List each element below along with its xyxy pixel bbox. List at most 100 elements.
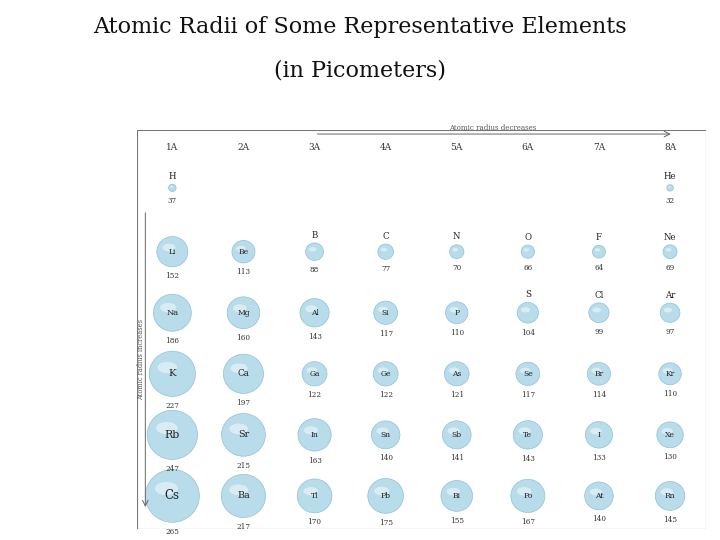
Ellipse shape xyxy=(160,303,176,312)
Ellipse shape xyxy=(595,248,600,252)
Text: 152: 152 xyxy=(166,272,179,280)
Ellipse shape xyxy=(236,246,246,251)
Ellipse shape xyxy=(585,482,613,510)
Ellipse shape xyxy=(381,248,387,252)
Text: K: K xyxy=(168,369,176,379)
Ellipse shape xyxy=(655,482,685,510)
Ellipse shape xyxy=(157,237,188,267)
Text: At: At xyxy=(595,492,603,500)
Text: Atomic radius increases: Atomic radius increases xyxy=(137,320,145,401)
Text: 4A: 4A xyxy=(379,143,392,152)
Text: Sb: Sb xyxy=(451,431,462,439)
Ellipse shape xyxy=(374,487,390,495)
Text: 2A: 2A xyxy=(238,143,250,152)
Ellipse shape xyxy=(665,248,672,252)
Ellipse shape xyxy=(307,367,317,374)
Text: 160: 160 xyxy=(236,334,251,342)
Text: Ca: Ca xyxy=(238,369,249,379)
Text: Sr: Sr xyxy=(238,430,249,440)
Ellipse shape xyxy=(667,185,673,191)
Ellipse shape xyxy=(520,368,531,374)
Ellipse shape xyxy=(153,294,192,331)
Ellipse shape xyxy=(168,184,176,192)
Ellipse shape xyxy=(585,422,613,448)
Text: N: N xyxy=(453,232,461,241)
Ellipse shape xyxy=(441,481,472,511)
Ellipse shape xyxy=(521,307,530,313)
Text: 8A: 8A xyxy=(664,143,676,152)
Text: 69: 69 xyxy=(665,264,675,272)
Text: Cs: Cs xyxy=(165,489,180,502)
Ellipse shape xyxy=(589,303,609,322)
Ellipse shape xyxy=(447,428,459,434)
Text: 122: 122 xyxy=(307,392,322,400)
Text: I: I xyxy=(598,431,600,439)
Text: Bi: Bi xyxy=(453,492,461,500)
Ellipse shape xyxy=(227,297,260,329)
Ellipse shape xyxy=(523,248,529,252)
Text: 117: 117 xyxy=(379,330,392,338)
Text: 77: 77 xyxy=(381,265,390,273)
Ellipse shape xyxy=(664,308,672,313)
Text: S: S xyxy=(525,290,531,299)
Ellipse shape xyxy=(521,245,534,258)
Ellipse shape xyxy=(449,367,459,374)
Ellipse shape xyxy=(297,479,332,513)
Text: Ge: Ge xyxy=(380,370,391,378)
Text: 141: 141 xyxy=(450,455,464,462)
Text: Ar: Ar xyxy=(665,291,675,300)
Text: 113: 113 xyxy=(236,268,251,276)
Text: 163: 163 xyxy=(307,457,322,464)
Ellipse shape xyxy=(304,426,318,434)
Text: Mg: Mg xyxy=(237,309,250,317)
Ellipse shape xyxy=(442,421,471,449)
Text: Na: Na xyxy=(166,309,179,317)
Text: Ga: Ga xyxy=(310,370,320,378)
Text: H: H xyxy=(168,172,176,181)
Ellipse shape xyxy=(513,421,542,449)
Ellipse shape xyxy=(230,363,248,373)
Ellipse shape xyxy=(221,474,266,517)
Ellipse shape xyxy=(659,363,681,384)
Text: 247: 247 xyxy=(166,465,179,473)
Ellipse shape xyxy=(223,354,264,394)
Text: Be: Be xyxy=(238,248,248,256)
Text: Atomic radius decreases: Atomic radius decreases xyxy=(449,124,536,132)
Ellipse shape xyxy=(517,487,531,495)
Ellipse shape xyxy=(446,302,468,323)
Text: Se: Se xyxy=(523,370,533,378)
Ellipse shape xyxy=(588,362,611,385)
Text: 145: 145 xyxy=(663,516,677,524)
Ellipse shape xyxy=(147,410,197,460)
Text: In: In xyxy=(310,431,318,439)
Ellipse shape xyxy=(156,422,178,434)
Text: Ne: Ne xyxy=(664,233,676,241)
Ellipse shape xyxy=(233,305,247,312)
Text: Pb: Pb xyxy=(381,492,391,500)
Text: 133: 133 xyxy=(592,454,606,462)
Ellipse shape xyxy=(229,423,248,434)
Text: 122: 122 xyxy=(379,392,392,400)
Text: Kr: Kr xyxy=(665,370,675,378)
Text: 1A: 1A xyxy=(166,143,179,152)
Text: Atomic Radii of Some Representative Elements: Atomic Radii of Some Representative Elem… xyxy=(93,16,627,38)
Text: Xe: Xe xyxy=(665,431,675,439)
Ellipse shape xyxy=(170,186,173,188)
Ellipse shape xyxy=(660,488,673,496)
Text: 155: 155 xyxy=(450,517,464,525)
Ellipse shape xyxy=(593,245,606,258)
Text: 170: 170 xyxy=(307,518,322,526)
Text: 99: 99 xyxy=(594,328,603,336)
Ellipse shape xyxy=(305,305,318,312)
Text: 167: 167 xyxy=(521,518,535,526)
Text: 97: 97 xyxy=(665,328,675,336)
Ellipse shape xyxy=(303,487,318,495)
Text: 186: 186 xyxy=(166,337,179,345)
Text: Si: Si xyxy=(382,309,390,317)
Text: Rn: Rn xyxy=(665,492,675,500)
Ellipse shape xyxy=(662,428,672,435)
Text: 32: 32 xyxy=(665,197,675,205)
Text: (in Picometers): (in Picometers) xyxy=(274,59,446,82)
Text: Tl: Tl xyxy=(311,492,318,500)
Text: 70: 70 xyxy=(452,264,462,272)
